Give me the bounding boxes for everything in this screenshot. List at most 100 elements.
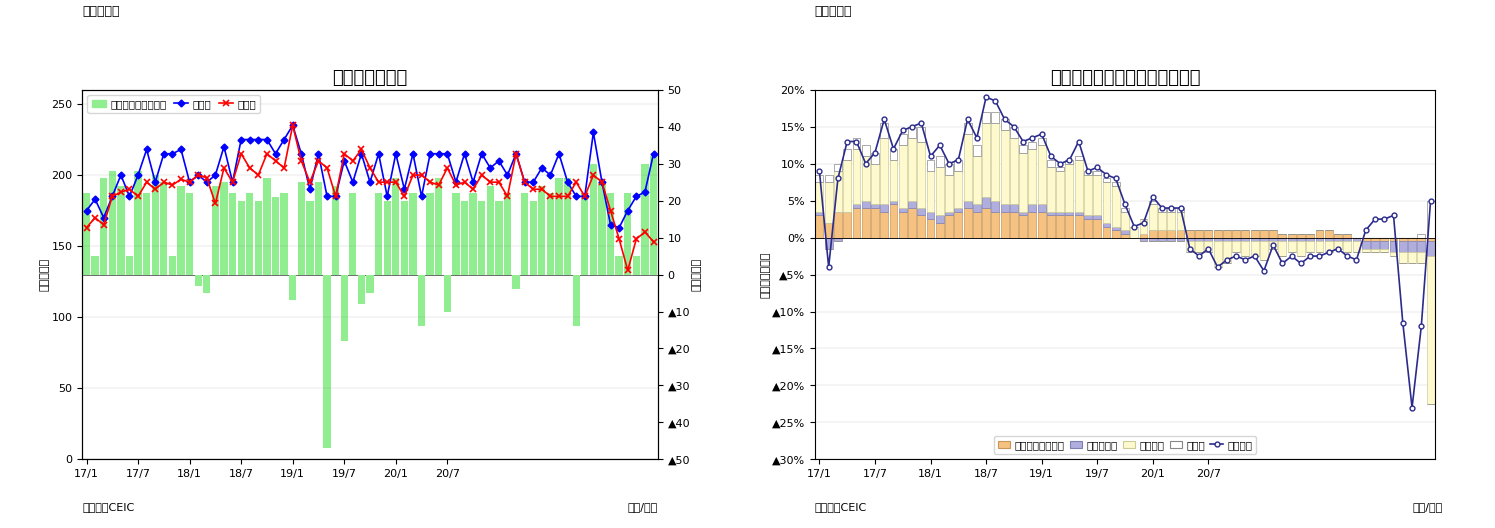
Bar — [247, 193, 253, 275]
Bar — [872, 153, 879, 164]
Bar — [1148, 230, 1157, 238]
Bar — [1214, 238, 1221, 241]
輸出額 — [644, 150, 662, 157]
Bar — [384, 201, 390, 275]
Bar — [1066, 164, 1073, 212]
Bar — [1112, 182, 1120, 186]
Bar — [1102, 227, 1111, 238]
Bar — [834, 164, 842, 171]
Bar — [1121, 234, 1129, 238]
Bar — [109, 171, 117, 275]
Bar — [936, 215, 943, 223]
Bar — [1417, 238, 1425, 241]
Bar — [1121, 212, 1129, 230]
Bar — [1102, 223, 1111, 227]
Bar — [1168, 230, 1175, 238]
Bar — [238, 201, 245, 275]
Bar — [1011, 138, 1018, 204]
Text: （年/月）: （年/月） — [628, 502, 658, 512]
Bar — [1112, 227, 1120, 230]
Bar — [538, 186, 546, 275]
Bar — [898, 208, 906, 212]
Bar — [1159, 238, 1166, 241]
Bar — [918, 215, 925, 238]
Bar — [1205, 241, 1212, 252]
Bar — [117, 186, 124, 275]
Bar — [1362, 238, 1369, 241]
Bar — [1362, 249, 1369, 252]
Bar — [898, 212, 906, 238]
Bar — [1159, 212, 1166, 230]
Bar — [1000, 130, 1009, 204]
Bar — [1139, 238, 1148, 241]
Bar — [907, 201, 916, 208]
Bar — [1408, 238, 1416, 241]
Bar — [1195, 230, 1203, 238]
Bar — [907, 127, 916, 138]
Bar — [861, 201, 870, 208]
Text: （図表５）: （図表５） — [82, 5, 120, 18]
Bar — [1038, 145, 1045, 204]
Bar — [1046, 212, 1055, 215]
Title: タイの貿易収支: タイの貿易収支 — [332, 69, 408, 87]
Bar — [169, 256, 176, 275]
Bar — [151, 175, 158, 275]
Bar — [1186, 241, 1193, 252]
Bar — [1177, 212, 1184, 230]
Bar — [945, 175, 952, 212]
Bar — [1139, 234, 1148, 238]
Bar — [991, 123, 999, 201]
Bar — [1075, 212, 1082, 215]
Line: 輸入額: 輸入額 — [84, 122, 656, 274]
輸出額 — [78, 208, 96, 214]
Bar — [843, 160, 851, 212]
Bar — [852, 149, 861, 204]
Bar — [954, 212, 963, 238]
Bar — [1186, 238, 1193, 241]
Bar — [1011, 127, 1018, 138]
Bar — [1426, 241, 1435, 256]
Bar — [178, 186, 185, 275]
Bar — [982, 112, 990, 123]
Bar — [1148, 201, 1157, 204]
Bar — [954, 208, 963, 212]
輸入額 — [644, 239, 662, 245]
Bar — [229, 193, 236, 275]
Bar — [589, 164, 597, 275]
Bar — [487, 186, 493, 275]
Bar — [945, 212, 952, 215]
Bar — [973, 204, 981, 212]
Bar — [1084, 215, 1091, 219]
Bar — [1139, 219, 1148, 234]
Y-axis label: （前年同月比）: （前年同月比） — [761, 251, 770, 298]
Bar — [1380, 249, 1389, 252]
Y-axis label: （億ドル）: （億ドル） — [40, 258, 49, 291]
Bar — [1186, 230, 1193, 238]
Bar — [573, 275, 580, 326]
Bar — [1084, 171, 1091, 175]
Bar — [861, 208, 870, 238]
Bar — [1316, 238, 1323, 241]
Bar — [991, 201, 999, 212]
Bar — [825, 175, 833, 182]
Bar — [964, 134, 972, 201]
Bar — [1112, 186, 1120, 227]
Bar — [881, 204, 888, 212]
Bar — [1251, 241, 1259, 256]
Bar — [1223, 238, 1230, 241]
Bar — [1316, 230, 1323, 238]
Bar — [936, 167, 943, 215]
Bar — [1084, 175, 1091, 215]
Bar — [298, 182, 305, 275]
Bar — [815, 212, 824, 215]
Bar — [1399, 238, 1407, 241]
Bar — [973, 212, 981, 238]
Bar — [918, 142, 925, 208]
Bar — [1298, 241, 1305, 256]
Bar — [332, 186, 339, 275]
Bar — [1344, 241, 1351, 252]
輸入額 — [318, 165, 336, 171]
Bar — [861, 145, 870, 156]
Bar — [1177, 230, 1184, 238]
Bar — [1038, 212, 1045, 238]
